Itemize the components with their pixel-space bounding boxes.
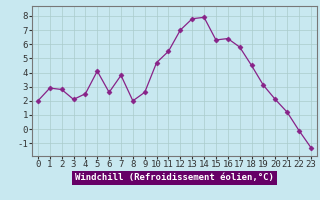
X-axis label: Windchill (Refroidissement éolien,°C): Windchill (Refroidissement éolien,°C) (75, 173, 274, 182)
